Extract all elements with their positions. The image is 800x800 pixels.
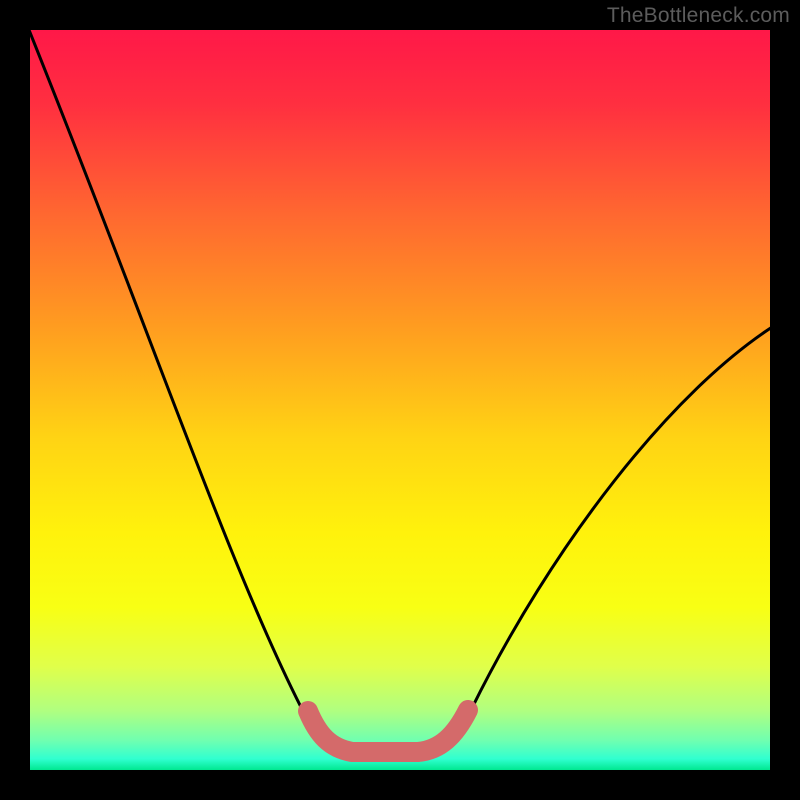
- plot-area: [30, 30, 770, 770]
- gradient-background: [30, 30, 770, 770]
- chart-frame: TheBottleneck.com: [0, 0, 800, 800]
- watermark-text: TheBottleneck.com: [607, 4, 790, 28]
- bottleneck-curve-chart: [30, 30, 770, 770]
